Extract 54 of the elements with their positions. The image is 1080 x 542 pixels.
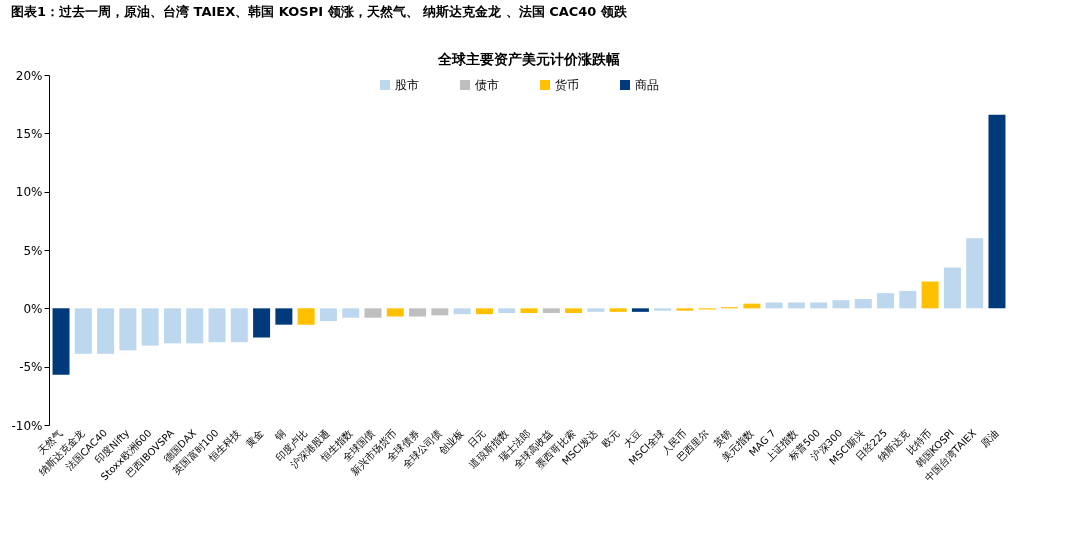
bar — [97, 308, 115, 354]
bar — [453, 308, 471, 315]
legend-label: 商品 — [635, 78, 659, 92]
bar — [943, 267, 961, 309]
bar — [141, 308, 159, 346]
bar — [186, 308, 204, 344]
bar — [475, 308, 493, 315]
bar — [988, 114, 1006, 309]
bar — [52, 308, 70, 375]
y-tick-label: 0% — [23, 301, 43, 316]
bar — [342, 308, 360, 318]
y-tick-label: -5% — [19, 360, 43, 375]
y-tick-label: 20% — [15, 68, 43, 83]
bar — [409, 308, 427, 317]
bar — [163, 308, 181, 344]
y-tick-label: 5% — [23, 243, 43, 258]
legend-label: 货币 — [555, 78, 579, 92]
bar — [74, 308, 92, 354]
chart-title: 全球主要资产美元计价涨跌幅 — [437, 51, 620, 67]
legend-label: 股市 — [395, 78, 419, 92]
bar — [899, 290, 917, 309]
bar — [565, 308, 583, 313]
bar — [654, 308, 672, 311]
y-tick-label: -10% — [11, 418, 43, 433]
bar — [676, 308, 694, 311]
bar — [587, 308, 605, 312]
bar — [854, 299, 872, 309]
bar — [386, 308, 404, 317]
text: 图表1：过去一周，原油、台湾 TAIEX、韩国 KOSPI 领涨，天然气、 纳斯达克金龙 、法国 CAC40 领跌 — [11, 4, 628, 19]
bar — [921, 281, 939, 309]
bar — [275, 308, 293, 325]
bar — [832, 300, 850, 309]
bar — [542, 308, 560, 313]
bar — [319, 308, 337, 322]
bar — [364, 308, 382, 318]
bar — [253, 308, 271, 338]
bar — [297, 308, 315, 325]
x-tick-label: 原油 — [978, 427, 1001, 450]
bar — [498, 308, 516, 313]
bar — [966, 238, 984, 309]
bar — [431, 308, 449, 316]
x-tick-label: 欧元 — [599, 427, 622, 450]
x-tick-label: 铜 — [271, 427, 288, 443]
bar — [119, 308, 137, 351]
legend-label: 债市 — [475, 78, 499, 92]
bar — [230, 308, 248, 343]
y-tick-label: 15% — [15, 126, 43, 141]
bar — [877, 293, 895, 309]
bar — [520, 308, 538, 313]
bar — [208, 308, 226, 343]
bar — [609, 308, 627, 312]
bar — [631, 308, 649, 312]
x-tick-label: 黄金 — [243, 427, 266, 450]
y-tick-label: 10% — [15, 185, 43, 200]
